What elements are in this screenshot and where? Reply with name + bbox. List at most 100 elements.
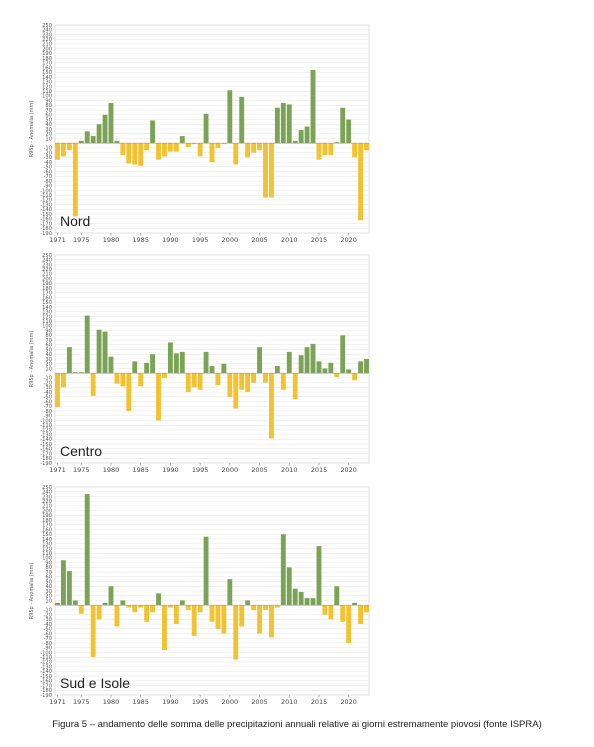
y-tick-label: 30 [45, 357, 52, 363]
region-title: Sud e Isole [60, 675, 130, 691]
bar-1977 [90, 605, 96, 658]
y-tick-label: 180 [42, 286, 52, 292]
y-tick-label: 80 [45, 565, 52, 571]
x-tick-label: 1971 [49, 236, 66, 244]
bar-1995 [197, 605, 203, 613]
y-tick-label: 230 [42, 494, 52, 500]
bar-2009 [280, 103, 286, 144]
y-tick-label: -40 [44, 160, 52, 166]
y-tick-label: 100 [42, 324, 52, 330]
x-tick-label: 1975 [73, 466, 90, 474]
bar-1995 [197, 143, 203, 157]
y-tick-label: -60 [44, 169, 52, 175]
bar-1997 [209, 366, 215, 374]
bar-1989 [162, 373, 167, 378]
bar-2021 [352, 373, 358, 381]
y-tick-label: 190 [42, 513, 52, 519]
y-tick-label: 100 [42, 556, 52, 562]
bar-1974 [72, 600, 78, 606]
y-tick-label: 70 [45, 108, 52, 114]
bar-1992 [179, 351, 185, 374]
y-tick-label: -190 [40, 461, 52, 467]
y-tick-label: 110 [42, 551, 52, 557]
y-tick-label: -70 [44, 404, 52, 410]
bar-2019 [340, 107, 346, 144]
y-tick-label: 200 [42, 46, 52, 52]
bar-1973 [66, 571, 72, 606]
x-tick-label: 2000 [222, 466, 239, 474]
bar-1973 [66, 347, 72, 374]
bar-2014 [310, 598, 316, 606]
bar-1980 [108, 103, 114, 144]
y-tick-label: 140 [42, 305, 52, 311]
bar-1980 [108, 356, 114, 374]
bar-1985 [138, 605, 144, 608]
y-tick-label: 20 [45, 362, 52, 368]
y-tick-label: 50 [45, 579, 52, 585]
y-tick-label: -60 [44, 631, 52, 637]
bar-2021 [352, 602, 358, 606]
y-tick-label: -80 [44, 179, 52, 185]
bar-2016 [322, 143, 328, 155]
y-tick-label: -140 [40, 669, 52, 675]
x-tick-label: 1975 [73, 698, 90, 706]
bar-1992 [179, 600, 185, 606]
bar-2006 [263, 605, 268, 610]
bar-2007 [268, 143, 274, 198]
bar-1989 [162, 143, 167, 157]
y-tick-label: -30 [44, 617, 52, 623]
y-tick-label: -180 [40, 226, 52, 232]
bar-1993 [185, 605, 191, 610]
y-tick-label: 160 [42, 295, 52, 301]
bar-2017 [328, 143, 334, 155]
y-tick-label: 100 [42, 94, 52, 100]
bar-2014 [310, 343, 316, 374]
y-tick-label: -120 [40, 428, 52, 434]
y-tick-label: 230 [42, 32, 52, 38]
bar-1979 [102, 602, 108, 606]
bar-1991 [173, 353, 179, 374]
bar-1998 [215, 143, 221, 148]
y-tick-label: 110 [42, 89, 52, 95]
y-tick-label: 170 [42, 523, 52, 529]
y-tick-label: 230 [42, 262, 52, 268]
bar-1971 [55, 373, 60, 408]
y-tick-label: 180 [42, 56, 52, 62]
bar-2015 [316, 143, 322, 160]
bar-2023 [364, 143, 369, 151]
bar-1982 [120, 143, 126, 155]
bar-1989 [162, 605, 167, 651]
bar-1979 [102, 331, 108, 374]
bar-2014 [310, 69, 316, 144]
y-tick-label: 30 [45, 127, 52, 133]
x-tick-label: 1990 [162, 698, 179, 706]
y-tick-label: 210 [42, 504, 52, 510]
region-title: Nord [60, 213, 90, 229]
y-tick-label: 60 [45, 575, 52, 581]
y-tick-label: 90 [45, 560, 52, 566]
x-tick-label: 1995 [192, 236, 209, 244]
y-tick-label: 240 [42, 28, 52, 34]
y-tick-label: 90 [45, 98, 52, 104]
bar-1999 [221, 605, 227, 634]
x-tick-label: 2005 [251, 698, 268, 706]
bar-1988 [156, 593, 161, 606]
y-tick-label: -10 [44, 608, 52, 614]
bar-2019 [340, 605, 346, 622]
bar-1977 [90, 373, 96, 396]
bar-2023 [364, 359, 369, 374]
bar-chart-sud-e-isole: 2502402302202102001901801701601501401301… [29, 485, 370, 706]
bar-2009 [280, 534, 286, 606]
y-tick-label: -10 [44, 376, 52, 382]
bar-2012 [298, 129, 304, 144]
bar-1971 [55, 602, 60, 606]
y-tick-label: -70 [44, 636, 52, 642]
y-tick-label: 70 [45, 570, 52, 576]
bar-1994 [191, 143, 197, 145]
y-tick-label: 170 [42, 291, 52, 297]
y-tick-label: 120 [42, 84, 52, 90]
bar-2013 [304, 598, 310, 606]
bar-1999 [221, 143, 227, 145]
bar-2003 [245, 373, 251, 393]
y-axis-label: R95p - Anomalia (mm) [29, 563, 35, 620]
